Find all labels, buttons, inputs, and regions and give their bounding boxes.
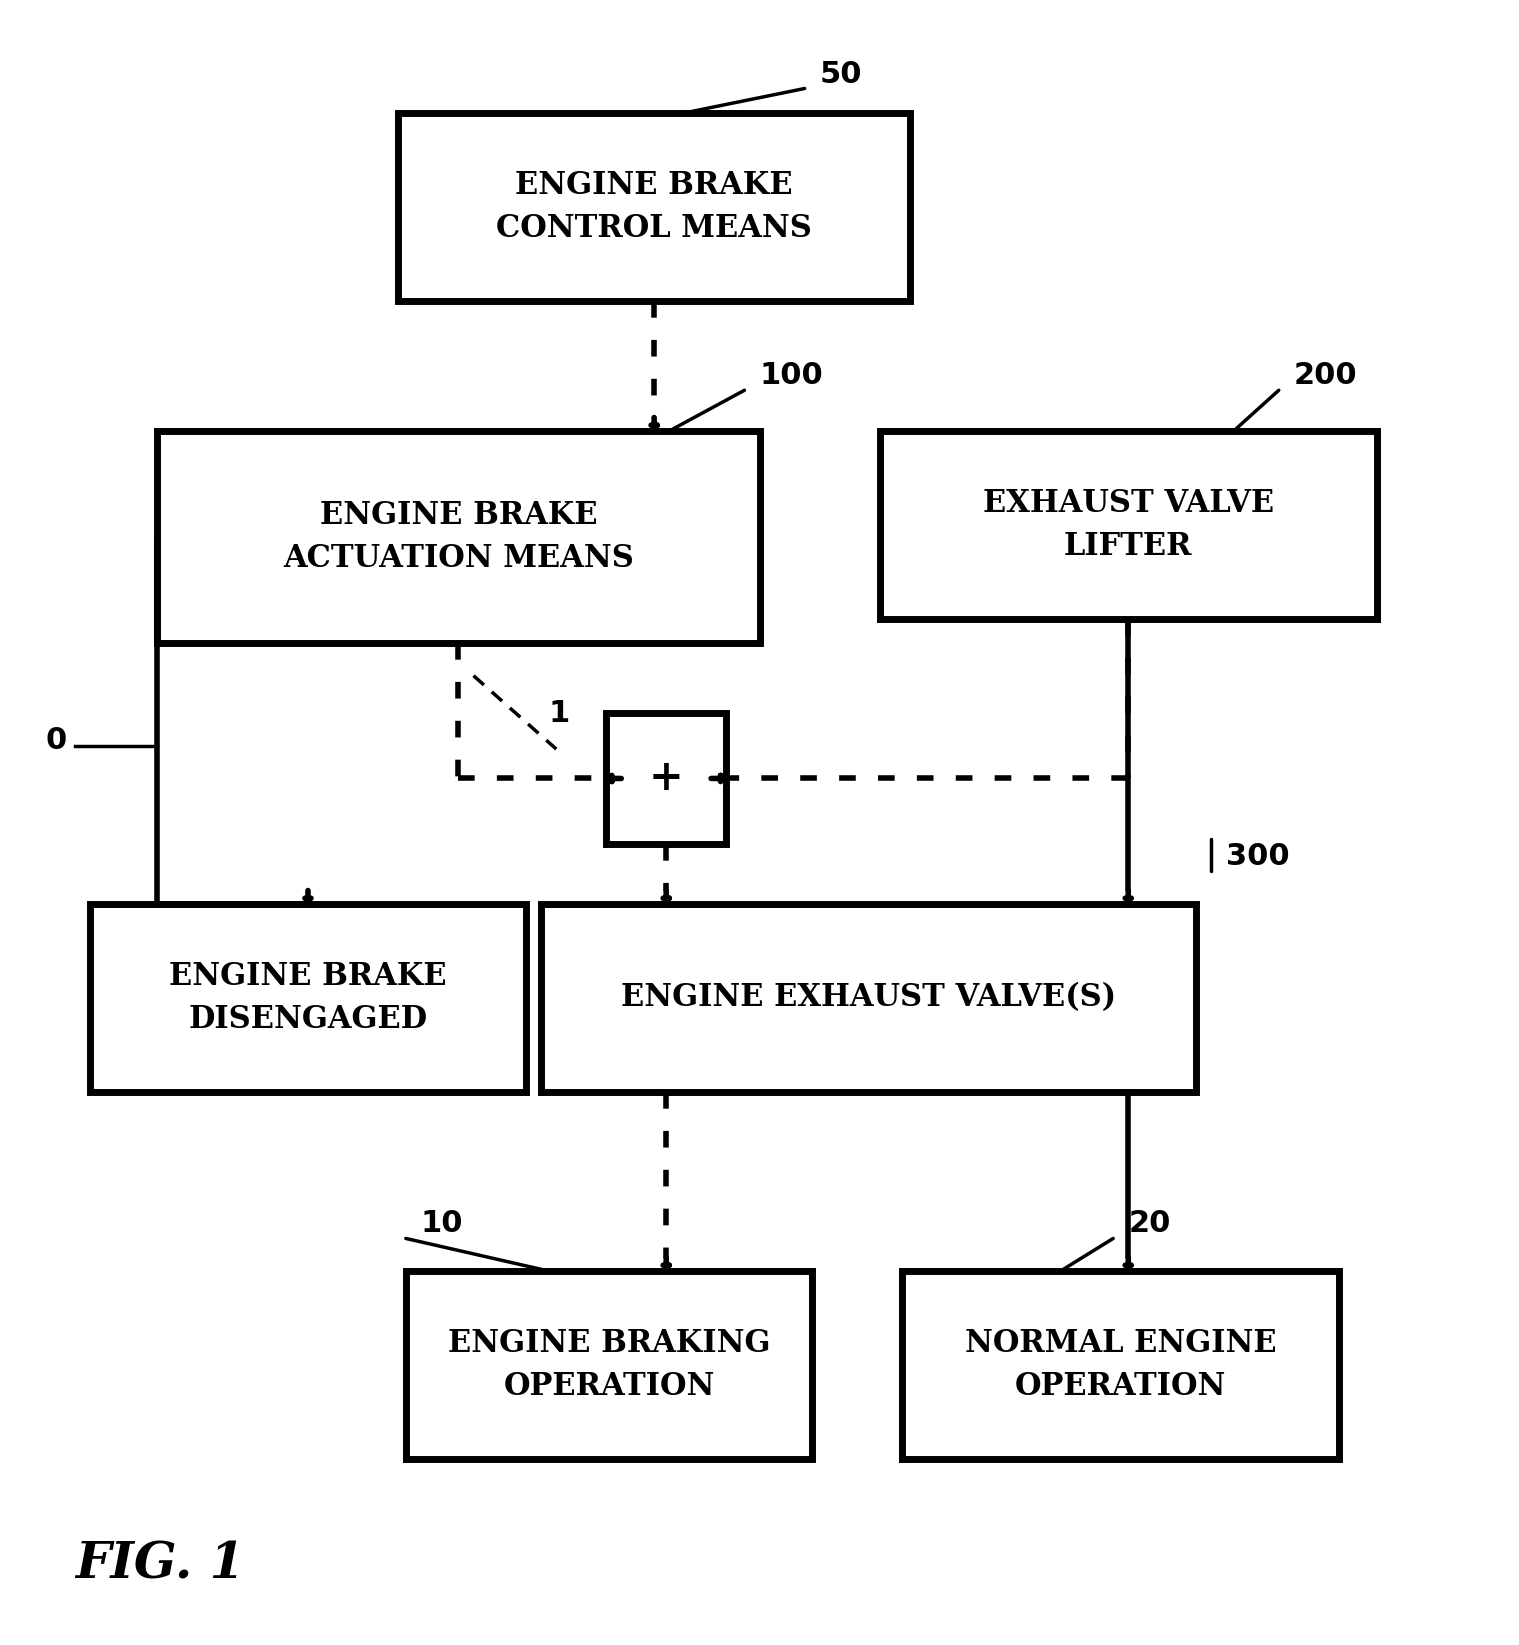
Text: +: + (649, 757, 684, 799)
Text: 100: 100 (760, 362, 823, 390)
Text: ENGINE BRAKE
DISENGAGED: ENGINE BRAKE DISENGAGED (169, 961, 447, 1035)
Text: ENGINE BRAKE
CONTROL MEANS: ENGINE BRAKE CONTROL MEANS (497, 169, 813, 243)
FancyBboxPatch shape (406, 1272, 813, 1459)
Text: EXHAUST VALVE
LIFTER: EXHAUST VALVE LIFTER (983, 489, 1274, 563)
FancyBboxPatch shape (606, 714, 726, 844)
Text: NORMAL ENGINE
OPERATION: NORMAL ENGINE OPERATION (965, 1328, 1276, 1402)
Text: FIG. 1: FIG. 1 (74, 1540, 245, 1589)
Text: ENGINE BRAKING
OPERATION: ENGINE BRAKING OPERATION (448, 1328, 770, 1402)
FancyBboxPatch shape (880, 431, 1376, 619)
Text: 300: 300 (1226, 842, 1290, 872)
Text: 1: 1 (548, 699, 570, 727)
Text: ENGINE BRAKE
ACTUATION MEANS: ENGINE BRAKE ACTUATION MEANS (283, 500, 633, 574)
Text: 50: 50 (820, 59, 863, 89)
FancyBboxPatch shape (90, 905, 526, 1092)
FancyBboxPatch shape (158, 431, 760, 643)
Text: 20: 20 (1129, 1209, 1171, 1239)
Text: 10: 10 (421, 1209, 463, 1239)
FancyBboxPatch shape (541, 905, 1195, 1092)
Text: 200: 200 (1294, 362, 1358, 390)
FancyBboxPatch shape (398, 114, 910, 301)
Text: 0: 0 (46, 727, 67, 755)
FancyBboxPatch shape (902, 1272, 1338, 1459)
Text: ENGINE EXHAUST VALVE(S): ENGINE EXHAUST VALVE(S) (621, 982, 1116, 1013)
